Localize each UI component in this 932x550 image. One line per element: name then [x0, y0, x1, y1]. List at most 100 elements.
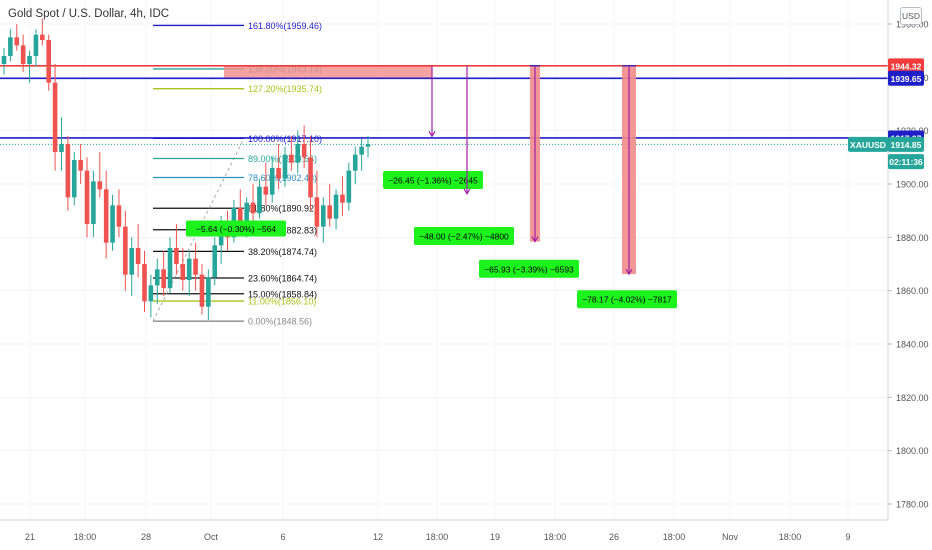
horizontal-lines	[0, 65, 888, 145]
arrow-head	[428, 130, 436, 138]
candle-body	[295, 144, 301, 163]
candle-body	[352, 154, 358, 171]
last-price-tag	[888, 136, 924, 152]
candle	[301, 125, 307, 168]
candle	[71, 152, 77, 206]
candle-body	[40, 34, 45, 40]
candle-body	[1, 56, 7, 64]
arrow-head	[625, 268, 633, 276]
candle-body	[263, 186, 269, 195]
measure-label: −26.45 (−1.36%) −2645	[388, 176, 478, 186]
resistance-tag-label: 1944.32	[891, 61, 922, 71]
price-axis[interactable]: 1960.001940.001920.001900.001880.001860.…	[848, 20, 929, 510]
candle-body	[33, 34, 39, 56]
candle	[8, 29, 13, 62]
candle-body	[282, 154, 288, 179]
measure-label: −78.17 (−4.02%) −7817	[582, 295, 672, 305]
candle-body	[142, 264, 147, 302]
candle-body	[167, 248, 173, 288]
candle-body	[91, 181, 96, 224]
candle-body	[365, 144, 371, 147]
candle-body	[65, 144, 71, 198]
candle-body	[103, 189, 109, 243]
time-tick-label: 18:00	[779, 532, 802, 542]
candle-body	[148, 285, 154, 302]
time-tick-label: 19	[490, 532, 500, 542]
fib-label: 23.60%(1864.74)	[248, 274, 317, 284]
candle	[33, 29, 39, 67]
candle	[257, 178, 262, 219]
candle	[186, 250, 192, 296]
candle	[110, 194, 115, 251]
candle	[320, 197, 326, 243]
candle-body	[276, 168, 281, 179]
price-tick-label: 1900.00	[896, 180, 929, 190]
candle	[78, 144, 83, 184]
time-axis[interactable]: 21 18:00 28 Oct 6 12 18:00 19 18:00 26 18:00 Nov 18:…	[25, 532, 851, 542]
candle	[308, 136, 313, 211]
resistance-tag	[888, 58, 924, 74]
fib-label: 61.80%(1890.92)	[248, 204, 317, 214]
candle-body	[116, 205, 122, 227]
candle-body	[110, 205, 115, 243]
resistance-zone	[224, 65, 432, 79]
currency-button[interactable]: USD	[900, 7, 922, 25]
candle-body	[212, 245, 218, 278]
candle	[123, 210, 128, 291]
candle-body	[257, 186, 262, 214]
measure-label-box	[383, 171, 483, 189]
symbol-tag	[848, 136, 888, 152]
candle-body	[327, 205, 332, 219]
short-position[interactable]: −65.93 (−3.39%) −6593	[479, 65, 579, 278]
fib-label: 11.00%(1856.10)	[248, 297, 316, 307]
candle-body	[269, 168, 275, 195]
candle	[206, 269, 211, 320]
time-tick-label: 9	[845, 532, 850, 542]
measure-label-box	[577, 290, 677, 309]
candle-body	[52, 82, 58, 152]
candle	[97, 152, 103, 198]
price-tick-label: 1820.00	[896, 393, 929, 403]
candle-body	[340, 194, 345, 203]
candle	[142, 250, 147, 312]
candle	[346, 162, 352, 211]
arrow-head	[463, 188, 471, 196]
measure-label-box	[479, 259, 579, 278]
measure-label-box	[414, 227, 514, 245]
fib-label: 100.00%(1917.10)	[248, 134, 322, 144]
candle	[1, 48, 7, 75]
candle-body	[97, 181, 103, 190]
countdown-tag-label: 02:11:36	[889, 157, 923, 167]
candle-body	[123, 226, 128, 275]
candle	[59, 117, 64, 171]
candle	[269, 157, 275, 203]
candle-body	[46, 40, 52, 83]
candle-body	[308, 157, 313, 198]
short-position[interactable]: −48.00 (−2.47%) −4800	[414, 65, 514, 245]
candle	[52, 64, 58, 171]
candle-body	[333, 194, 339, 219]
candle-body	[20, 45, 26, 64]
short-position[interactable]: −78.17 (−4.02%) −7817	[577, 65, 677, 309]
symbol-tag-label: XAUUSD	[850, 140, 886, 150]
candle-body	[359, 146, 364, 155]
time-tick-label: 18:00	[74, 532, 97, 542]
measure-label: −65.93 (−3.39%) −6593	[484, 264, 574, 274]
candle-body	[71, 160, 77, 198]
candle	[129, 237, 135, 296]
candle	[193, 242, 198, 291]
measure-label: −5.64 (−0.30%) −564	[196, 224, 276, 234]
fib-label: 0.00%(1848.56)	[248, 317, 312, 327]
short-position[interactable]: −26.45 (−1.36%) −2645	[383, 65, 483, 189]
candle	[352, 146, 358, 184]
time-tick-label: Nov	[722, 532, 739, 542]
candle	[20, 34, 26, 72]
time-tick-label: 18:00	[544, 532, 567, 542]
candle-body	[78, 160, 83, 171]
support-tag	[888, 70, 924, 86]
candle	[148, 274, 154, 318]
candle	[154, 258, 160, 304]
candle-body	[244, 202, 249, 222]
candle	[212, 237, 218, 286]
